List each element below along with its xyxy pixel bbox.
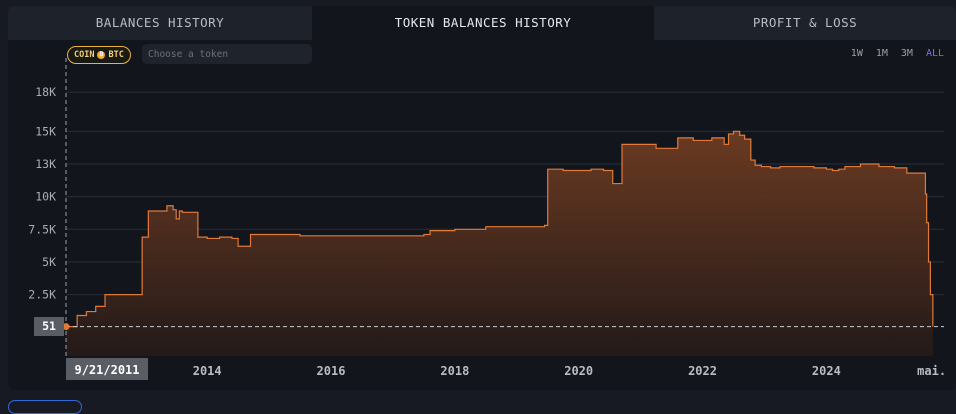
x-tick-label: 2016: [317, 364, 346, 378]
crosshair-x-label: 9/21/2011: [74, 363, 139, 377]
x-tick-label: 2022: [688, 364, 717, 378]
y-tick-label: 18K: [35, 85, 56, 99]
y-tick-label: 15K: [35, 124, 56, 138]
series-area: [66, 131, 933, 356]
x-tick-label: 2018: [440, 364, 469, 378]
tab-bar: BALANCES HISTORY TOKEN BALANCES HISTORY …: [8, 6, 956, 40]
y-tick-label: 2.5K: [28, 288, 56, 302]
range-1w[interactable]: 1W: [850, 48, 863, 59]
crosshair-point: [62, 323, 70, 331]
series-line: [66, 130, 934, 328]
crosshair-x-badge: [66, 358, 148, 380]
range-1m[interactable]: 1M: [875, 48, 888, 59]
coin-badge[interactable]: COIN ₿ BTC: [67, 46, 131, 64]
range-3m[interactable]: 3M: [900, 48, 913, 59]
x-tick-label: 2020: [564, 364, 593, 378]
tab-profit-loss[interactable]: PROFIT & LOSS: [654, 6, 956, 40]
y-tick-label: 10K: [35, 190, 56, 204]
y-tick-label: 7.5K: [28, 222, 56, 236]
token-search-input[interactable]: [142, 44, 312, 64]
coin-symbol: BTC: [108, 50, 124, 60]
token-balance-chart: 18K 15K 13K 10K 7.5K 5K 2.5K 2014 2016 2018 2020 20…: [28, 58, 946, 380]
bitcoin-icon: ₿: [97, 51, 106, 59]
bottom-partial-button[interactable]: [8, 400, 82, 414]
x-tick-label: mai.: [917, 364, 946, 378]
x-tick-label: 2014: [193, 364, 222, 378]
range-all[interactable]: ALL: [925, 48, 944, 59]
y-tick-label: 13K: [35, 157, 56, 171]
tab-token-balances-history[interactable]: TOKEN BALANCES HISTORY: [312, 6, 654, 40]
y-tick-label: 5K: [42, 255, 56, 269]
crosshair-y-badge: [34, 317, 64, 336]
tab-balances-history[interactable]: BALANCES HISTORY: [8, 6, 312, 40]
range-selector: 1W 1M 3M ALL: [851, 48, 944, 59]
coin-label: COIN: [74, 50, 95, 60]
crosshair-y-label: 51: [42, 319, 56, 333]
x-tick-label: 2024: [812, 364, 841, 378]
